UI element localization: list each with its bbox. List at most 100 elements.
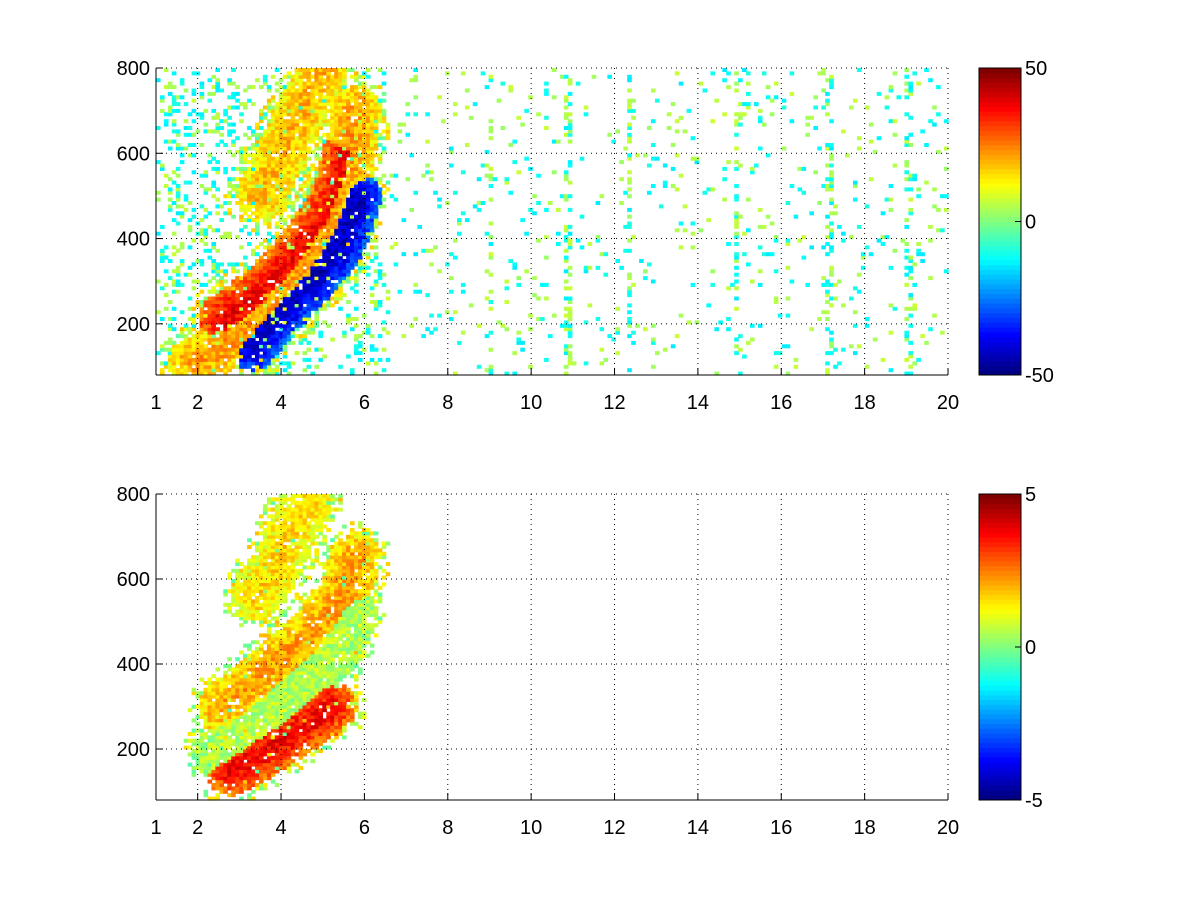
heatmap-cell [215,340,220,345]
heatmap-cell [227,340,232,345]
heatmap-cell [255,132,260,137]
heatmap-cell [270,252,276,257]
heatmap-cell [207,160,213,165]
heatmap-cell [567,317,573,321]
heatmap-cell [266,207,272,212]
heatmap-cell [239,776,244,781]
heatmap-cell [326,211,331,216]
heatmap-cell [270,725,276,730]
heatmap-cell [302,139,308,144]
heatmap-cell [282,126,288,130]
heatmap-cell [203,701,209,706]
heatmap-cell [314,303,319,308]
heatmap-cell [302,289,308,294]
heatmap-cell [338,221,343,226]
heatmap-cell [710,71,715,76]
heatmap-cell [255,589,260,594]
heatmap-cell [342,242,347,246]
heatmap-cell [251,344,256,349]
heatmap-cell [266,640,272,645]
heatmap-cell [266,670,272,675]
heatmap-cell [595,265,601,270]
heatmap-cell [223,112,228,117]
colorbar-swatch [979,312,1021,318]
heatmap-cell [199,143,205,147]
heatmap-cell [825,91,830,96]
heatmap-cell [853,184,858,188]
heatmap-cell [270,691,276,696]
heatmap-cell [262,296,268,301]
heatmap-cell [247,190,252,195]
heatmap-cell [266,187,272,192]
heatmap-cell [302,201,308,205]
heatmap-cell [413,317,418,321]
heatmap-cell [322,112,327,117]
heatmap-cell [365,115,371,120]
heatmap-cell [191,71,197,76]
heatmap-cell [488,242,494,246]
heatmap-cell [231,310,236,315]
heatmap-cell [322,197,327,202]
heatmap-cell [338,207,343,212]
heatmap-cell [884,235,890,240]
heatmap-cell [627,286,632,291]
heatmap-cell [223,674,228,679]
heatmap-cell [262,354,268,359]
heatmap-cell [310,204,315,209]
heatmap-cell [476,201,482,205]
heatmap-cell [251,725,256,730]
heatmap-cell [235,613,240,617]
heatmap-cell [259,276,264,281]
heatmap-cell [619,177,624,182]
heatmap-cell [251,602,256,607]
heatmap-cell [191,262,197,267]
heatmap-cell [247,166,252,171]
heatmap-cell [338,214,343,219]
heatmap-cell [326,160,331,165]
heatmap-cell [381,204,387,209]
heatmap-cell [829,248,834,253]
heatmap-cell [330,204,335,209]
heatmap-cell [179,81,185,86]
heatmap-cell [338,269,343,274]
heatmap-cell [314,364,319,369]
heatmap-cell [203,793,209,798]
heatmap-cell [298,224,304,229]
heatmap-cell [231,589,236,594]
heatmap-cell [627,272,632,277]
heatmap-cell [294,146,300,151]
heatmap-cell [338,102,343,107]
heatmap-cell [330,184,335,188]
heatmap-cell [266,156,272,161]
heatmap-cell [251,619,256,624]
heatmap-cell [247,613,252,617]
heatmap-cell [326,74,331,79]
heatmap-cell [429,248,434,253]
heatmap-cell [484,269,490,274]
heatmap-cell [255,667,260,672]
heatmap-cell [389,194,395,199]
heatmap-cell [239,149,244,154]
heatmap-cell [227,194,232,199]
heatmap-cell [243,197,248,202]
heatmap-cell [449,276,454,281]
heatmap-cell [235,776,240,781]
heatmap-cell [298,115,304,120]
heatmap-cell [270,677,276,682]
heatmap-cell [243,691,248,696]
heatmap-cell [262,146,268,151]
heatmap-cell [175,269,181,274]
heatmap-cell [302,190,308,195]
heatmap-cell [314,320,319,325]
heatmap-cell [231,68,236,72]
heatmap-cell [195,313,201,318]
heatmap-cell [203,698,209,702]
heatmap-cell [219,786,224,791]
heatmap-cell [215,725,220,730]
heatmap-cell [203,742,209,747]
heatmap-cell [199,317,205,321]
heatmap-cell [179,204,185,209]
heatmap-cell [270,323,276,328]
heatmap-cell [354,269,359,274]
heatmap-cell [373,184,379,188]
